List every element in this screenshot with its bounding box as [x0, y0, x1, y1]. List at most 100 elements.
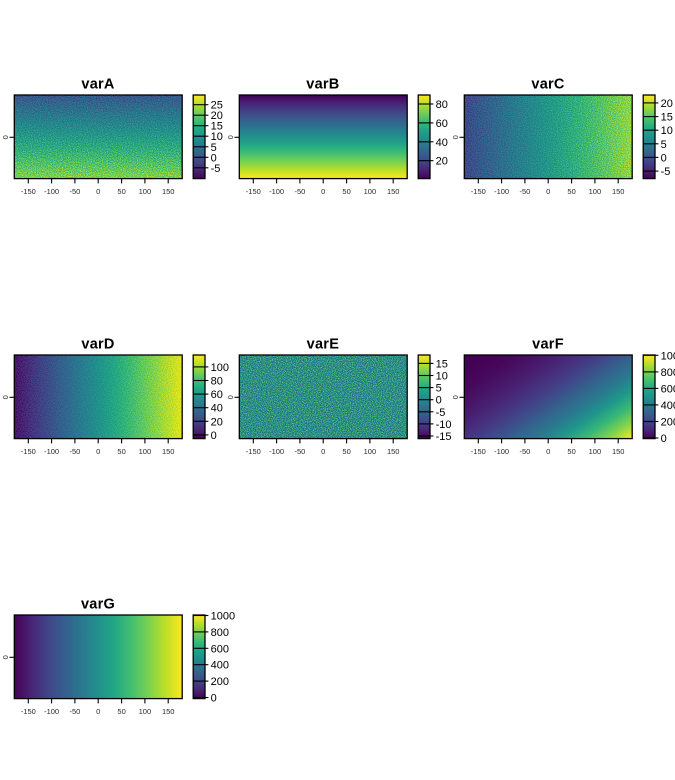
svg-text:0: 0: [661, 433, 667, 445]
svg-text:50: 50: [342, 447, 350, 456]
svg-text:-150: -150: [471, 447, 486, 456]
svg-text:60: 60: [436, 118, 448, 130]
svg-text:60: 60: [211, 389, 223, 401]
svg-text:80: 80: [436, 99, 448, 111]
svg-text:600: 600: [661, 383, 675, 395]
svg-text:-100: -100: [44, 447, 59, 456]
svg-text:-150: -150: [246, 187, 261, 196]
svg-text:50: 50: [567, 447, 575, 456]
svg-text:varA: varA: [81, 77, 115, 93]
svg-text:0: 0: [661, 152, 667, 164]
svg-text:-150: -150: [471, 187, 486, 196]
svg-text:0: 0: [451, 135, 460, 139]
svg-text:20: 20: [436, 156, 448, 168]
svg-text:-100: -100: [269, 447, 284, 456]
svg-text:100: 100: [589, 187, 602, 196]
svg-text:80: 80: [211, 376, 223, 388]
svg-text:100: 100: [364, 447, 377, 456]
svg-text:40: 40: [211, 403, 223, 415]
svg-text:5: 5: [211, 142, 217, 154]
svg-text:10: 10: [661, 125, 673, 137]
svg-text:20: 20: [661, 98, 673, 110]
svg-text:varC: varC: [531, 77, 565, 93]
svg-text:-50: -50: [294, 187, 305, 196]
svg-text:400: 400: [211, 660, 229, 672]
svg-text:150: 150: [612, 447, 625, 456]
svg-text:400: 400: [661, 400, 675, 412]
svg-text:-5: -5: [211, 163, 221, 175]
svg-text:-150: -150: [21, 187, 36, 196]
svg-text:15: 15: [211, 121, 223, 133]
svg-text:-150: -150: [21, 707, 36, 716]
svg-text:100: 100: [139, 707, 152, 716]
svg-text:200: 200: [661, 417, 675, 429]
svg-text:-50: -50: [69, 187, 80, 196]
svg-text:100: 100: [589, 447, 602, 456]
svg-text:0: 0: [226, 135, 235, 139]
svg-text:200: 200: [211, 676, 229, 688]
svg-text:800: 800: [211, 627, 229, 639]
svg-text:10: 10: [211, 131, 223, 143]
svg-text:-150: -150: [21, 447, 36, 456]
svg-text:800: 800: [661, 367, 675, 379]
svg-text:150: 150: [387, 187, 400, 196]
svg-text:5: 5: [661, 139, 667, 151]
svg-text:-5: -5: [661, 166, 671, 178]
svg-text:0: 0: [451, 395, 460, 399]
svg-text:0: 0: [436, 395, 442, 407]
svg-text:150: 150: [387, 447, 400, 456]
svg-text:10: 10: [436, 371, 448, 383]
svg-text:0: 0: [226, 395, 235, 399]
svg-text:-50: -50: [69, 707, 80, 716]
svg-text:15: 15: [436, 358, 448, 370]
svg-text:0: 0: [321, 447, 325, 456]
svg-text:-100: -100: [494, 447, 509, 456]
svg-text:0: 0: [211, 430, 217, 442]
svg-text:1000: 1000: [211, 611, 235, 623]
svg-text:50: 50: [117, 707, 125, 716]
svg-text:varD: varD: [81, 337, 114, 353]
svg-text:0: 0: [546, 187, 550, 196]
svg-text:varE: varE: [307, 337, 340, 353]
svg-text:15: 15: [661, 112, 673, 124]
svg-text:50: 50: [567, 187, 575, 196]
svg-text:0: 0: [211, 152, 217, 164]
svg-text:-100: -100: [269, 187, 284, 196]
svg-text:0: 0: [96, 707, 100, 716]
svg-text:-15: -15: [436, 431, 452, 443]
svg-text:-100: -100: [494, 187, 509, 196]
svg-text:20: 20: [211, 416, 223, 428]
svg-text:varB: varB: [306, 77, 339, 93]
svg-text:-5: -5: [436, 407, 446, 419]
svg-text:0: 0: [321, 187, 325, 196]
svg-text:150: 150: [162, 447, 175, 456]
svg-text:-50: -50: [519, 447, 530, 456]
svg-text:-50: -50: [294, 447, 305, 456]
svg-text:20: 20: [211, 110, 223, 122]
svg-text:0: 0: [1, 655, 10, 659]
svg-text:-50: -50: [69, 447, 80, 456]
svg-text:0: 0: [96, 187, 100, 196]
svg-text:varF: varF: [532, 337, 564, 353]
svg-text:40: 40: [436, 137, 448, 149]
svg-text:25: 25: [211, 100, 223, 112]
svg-text:0: 0: [211, 693, 217, 705]
svg-text:varG: varG: [81, 597, 115, 613]
svg-text:0: 0: [546, 447, 550, 456]
svg-text:100: 100: [364, 187, 377, 196]
svg-text:600: 600: [211, 643, 229, 655]
svg-text:-100: -100: [44, 187, 59, 196]
svg-text:1000: 1000: [661, 350, 675, 362]
svg-text:0: 0: [1, 395, 10, 399]
svg-text:-10: -10: [436, 419, 452, 431]
svg-text:-100: -100: [44, 707, 59, 716]
svg-text:-150: -150: [246, 447, 261, 456]
svg-text:0: 0: [96, 447, 100, 456]
svg-text:50: 50: [117, 187, 125, 196]
svg-text:50: 50: [342, 187, 350, 196]
svg-text:150: 150: [162, 707, 175, 716]
svg-text:150: 150: [612, 187, 625, 196]
svg-text:100: 100: [139, 187, 152, 196]
svg-text:-50: -50: [519, 187, 530, 196]
svg-text:50: 50: [117, 447, 125, 456]
